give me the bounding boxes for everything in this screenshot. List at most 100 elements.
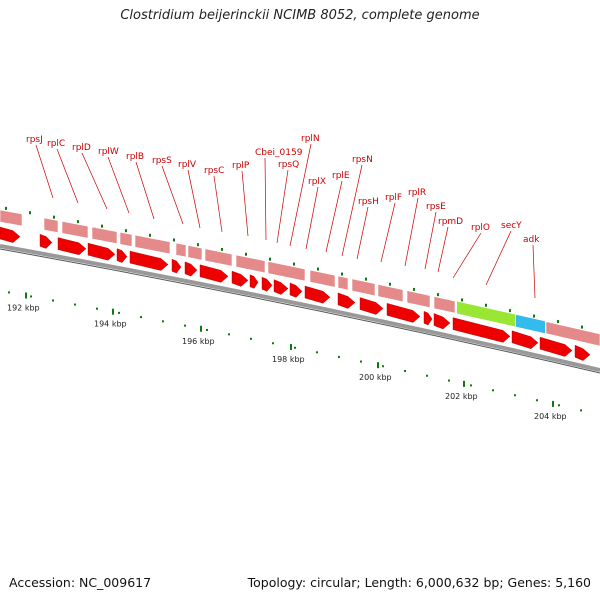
minor-tick <box>250 337 252 340</box>
leader-line <box>276 169 289 244</box>
pink-gene-segment <box>187 245 203 261</box>
major-tick <box>290 343 292 350</box>
gene-label-rpsS: rpsS <box>152 156 172 166</box>
cds-arrow <box>273 279 289 295</box>
gene-label-rplX: rplX <box>308 177 326 187</box>
leader-line <box>187 169 201 229</box>
major-tick <box>112 308 114 315</box>
minor-tick <box>485 303 487 307</box>
pink-gene-segment <box>309 269 336 288</box>
minor-tick <box>245 252 247 256</box>
major-tick <box>200 325 202 332</box>
minor-tick <box>52 299 54 302</box>
cds-arrow <box>359 297 384 315</box>
gene-label-rpmD: rpmD <box>438 217 463 227</box>
minor-tick <box>272 342 274 345</box>
scale-label: 196 kbp <box>182 337 215 346</box>
cds-arrow <box>39 233 53 249</box>
scale-label: 192 kbp <box>7 304 40 313</box>
leader-line <box>289 143 312 247</box>
leader-line <box>341 164 363 257</box>
gene-label-rplD: rplD <box>72 143 91 153</box>
minor-tick <box>228 333 230 336</box>
cds-arrow <box>231 270 249 287</box>
major-tick <box>552 400 554 407</box>
secY-gene <box>457 301 515 327</box>
leader-line <box>56 148 79 204</box>
cds-arrow <box>539 336 573 357</box>
minor-tick <box>492 389 494 392</box>
gene-label-rplO: rplO <box>471 223 490 233</box>
minor-tick <box>206 328 208 331</box>
minor-tick <box>360 360 362 363</box>
gene-label-rpsH: rpsH <box>358 197 379 207</box>
pink-gene-segment <box>235 254 266 274</box>
cds-arrow <box>0 226 21 243</box>
minor-tick <box>197 243 199 247</box>
gene-label-rpsN: rpsN <box>352 155 373 165</box>
gene-label-rpsC: rpsC <box>204 166 224 176</box>
minor-tick <box>461 298 463 302</box>
minor-tick <box>437 293 439 297</box>
summary-text: Topology: circular; Length: 6,000,632 bp… <box>247 575 591 590</box>
minor-tick <box>509 309 511 313</box>
minor-tick <box>580 409 582 412</box>
leader-line <box>325 180 343 253</box>
cds-arrow <box>574 344 591 361</box>
leader-line <box>305 186 319 250</box>
scale-label: 198 kbp <box>272 355 305 364</box>
label-leaders <box>35 143 536 299</box>
leader-line <box>135 161 155 220</box>
minor-tick <box>77 220 79 224</box>
leader-line <box>404 197 419 267</box>
minor-tick <box>413 287 415 291</box>
leader-line <box>452 232 482 279</box>
pink-gene-segment <box>267 261 306 282</box>
leader-line <box>485 230 512 286</box>
cds-arrow <box>249 274 259 289</box>
gene-label-rplE: rplE <box>332 171 350 181</box>
minor-tick <box>30 295 32 298</box>
cds-arrow <box>199 264 229 283</box>
pink-gene-segment <box>0 209 23 227</box>
pink-gene-segment <box>61 220 89 239</box>
cds-arrow <box>433 313 451 330</box>
pink-gene-segment <box>406 290 431 308</box>
cds-arrow <box>57 237 87 256</box>
minor-tick <box>125 229 127 233</box>
minor-tick <box>29 211 31 215</box>
minor-tick <box>316 351 318 354</box>
minor-tick <box>5 206 7 210</box>
minor-tick <box>96 307 98 310</box>
minor-tick <box>514 394 516 397</box>
pink-gene-segment <box>43 217 59 233</box>
accession-text: Accession: NC_009617 <box>9 575 152 590</box>
pink-gene-segment <box>204 248 233 267</box>
cds-arrow <box>511 330 539 349</box>
leader-line <box>424 211 437 270</box>
minor-tick <box>173 238 175 242</box>
scale-label: 194 kbp <box>94 320 127 329</box>
gene-label-Cbei_0159: Cbei_0159 <box>255 148 303 158</box>
gene-label-rplR: rplR <box>408 188 426 198</box>
minor-tick <box>404 369 406 372</box>
scale-label: 200 kbp <box>359 373 392 382</box>
minor-tick <box>341 272 343 276</box>
gene-label-rplF: rplF <box>385 193 402 203</box>
minor-tick <box>558 404 560 407</box>
gene-label-adk: adk <box>523 235 540 245</box>
adk-gene <box>516 314 545 334</box>
leader-line <box>380 202 396 263</box>
minor-tick <box>149 233 151 237</box>
cds-arrow <box>337 292 356 309</box>
gene-label-rpsQ: rpsQ <box>278 160 299 170</box>
map-title: Clostridium beijerinckii NCIMB 8052, com… <box>120 8 480 23</box>
leader-line <box>241 170 249 237</box>
pink-gene-segment <box>433 296 456 314</box>
minor-tick <box>269 257 271 261</box>
minor-tick <box>162 320 164 323</box>
gene-label-rpsE: rpsE <box>426 202 446 212</box>
cds-arrow <box>87 242 116 261</box>
cds-arrow <box>304 285 331 304</box>
